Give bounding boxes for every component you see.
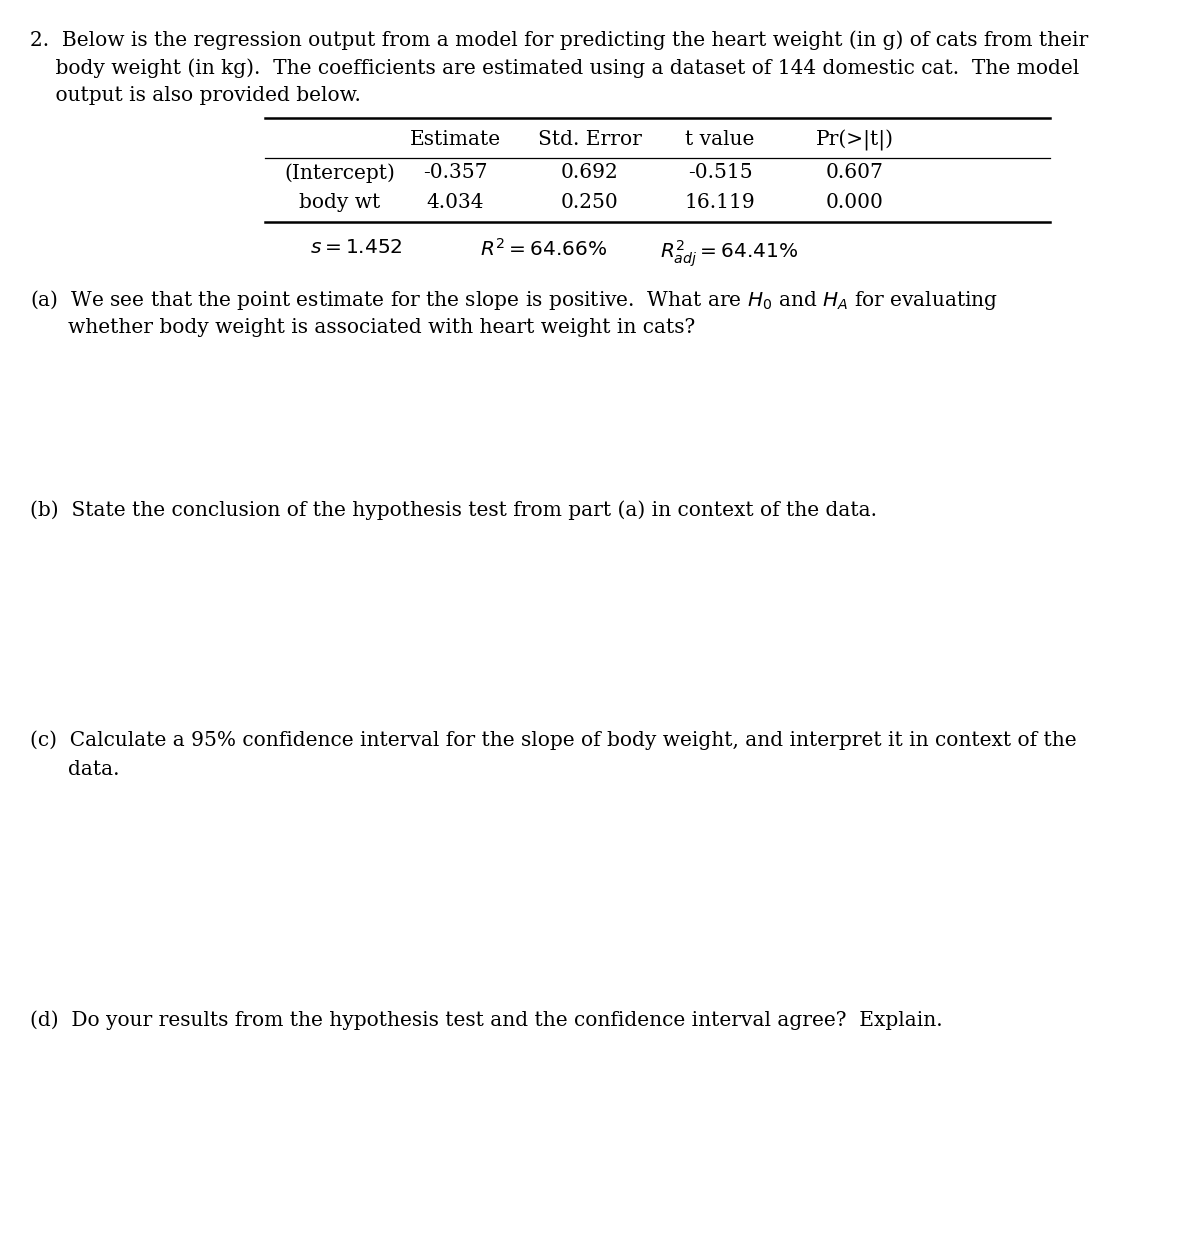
Text: -0.515: -0.515 <box>688 162 752 182</box>
Text: body wt: body wt <box>299 193 380 212</box>
Text: t value: t value <box>685 130 755 149</box>
Text: 4.034: 4.034 <box>426 193 484 212</box>
Text: data.: data. <box>68 760 120 779</box>
Text: (c)  Calculate a 95% confidence interval for the slope of body weight, and inter: (c) Calculate a 95% confidence interval … <box>30 730 1076 750</box>
Text: 2.  Below is the regression output from a model for predicting the heart weight : 2. Below is the regression output from a… <box>30 30 1088 50</box>
Text: 16.119: 16.119 <box>685 193 755 212</box>
Text: (a)  We see that the point estimate for the slope is positive.  What are $H_0$ a: (a) We see that the point estimate for t… <box>30 288 998 312</box>
Text: -0.357: -0.357 <box>422 162 487 182</box>
Text: (Intercept): (Intercept) <box>284 162 396 182</box>
Text: 0.250: 0.250 <box>562 193 619 212</box>
Text: 0.692: 0.692 <box>562 162 619 182</box>
Text: (b)  State the conclusion of the hypothesis test from part (a) in context of the: (b) State the conclusion of the hypothes… <box>30 500 877 520</box>
Text: Pr(>|t|): Pr(>|t|) <box>816 130 894 151</box>
Text: Std. Error: Std. Error <box>538 130 642 149</box>
Text: $R^2_{adj} = 64.41\%$: $R^2_{adj} = 64.41\%$ <box>660 238 798 269</box>
Text: (d)  Do your results from the hypothesis test and the confidence interval agree?: (d) Do your results from the hypothesis … <box>30 1011 943 1029</box>
Text: whether body weight is associated with heart weight in cats?: whether body weight is associated with h… <box>68 317 695 337</box>
Text: Estimate: Estimate <box>409 130 500 149</box>
Text: 0.000: 0.000 <box>826 193 884 212</box>
Text: $s = 1.452$: $s = 1.452$ <box>310 238 403 257</box>
Text: 0.607: 0.607 <box>826 162 884 182</box>
Text: body weight (in kg).  The coefficients are estimated using a dataset of 144 dome: body weight (in kg). The coefficients ar… <box>30 58 1079 78</box>
Text: output is also provided below.: output is also provided below. <box>30 86 361 105</box>
Text: $R^2 = 64.66\%$: $R^2 = 64.66\%$ <box>480 238 607 260</box>
